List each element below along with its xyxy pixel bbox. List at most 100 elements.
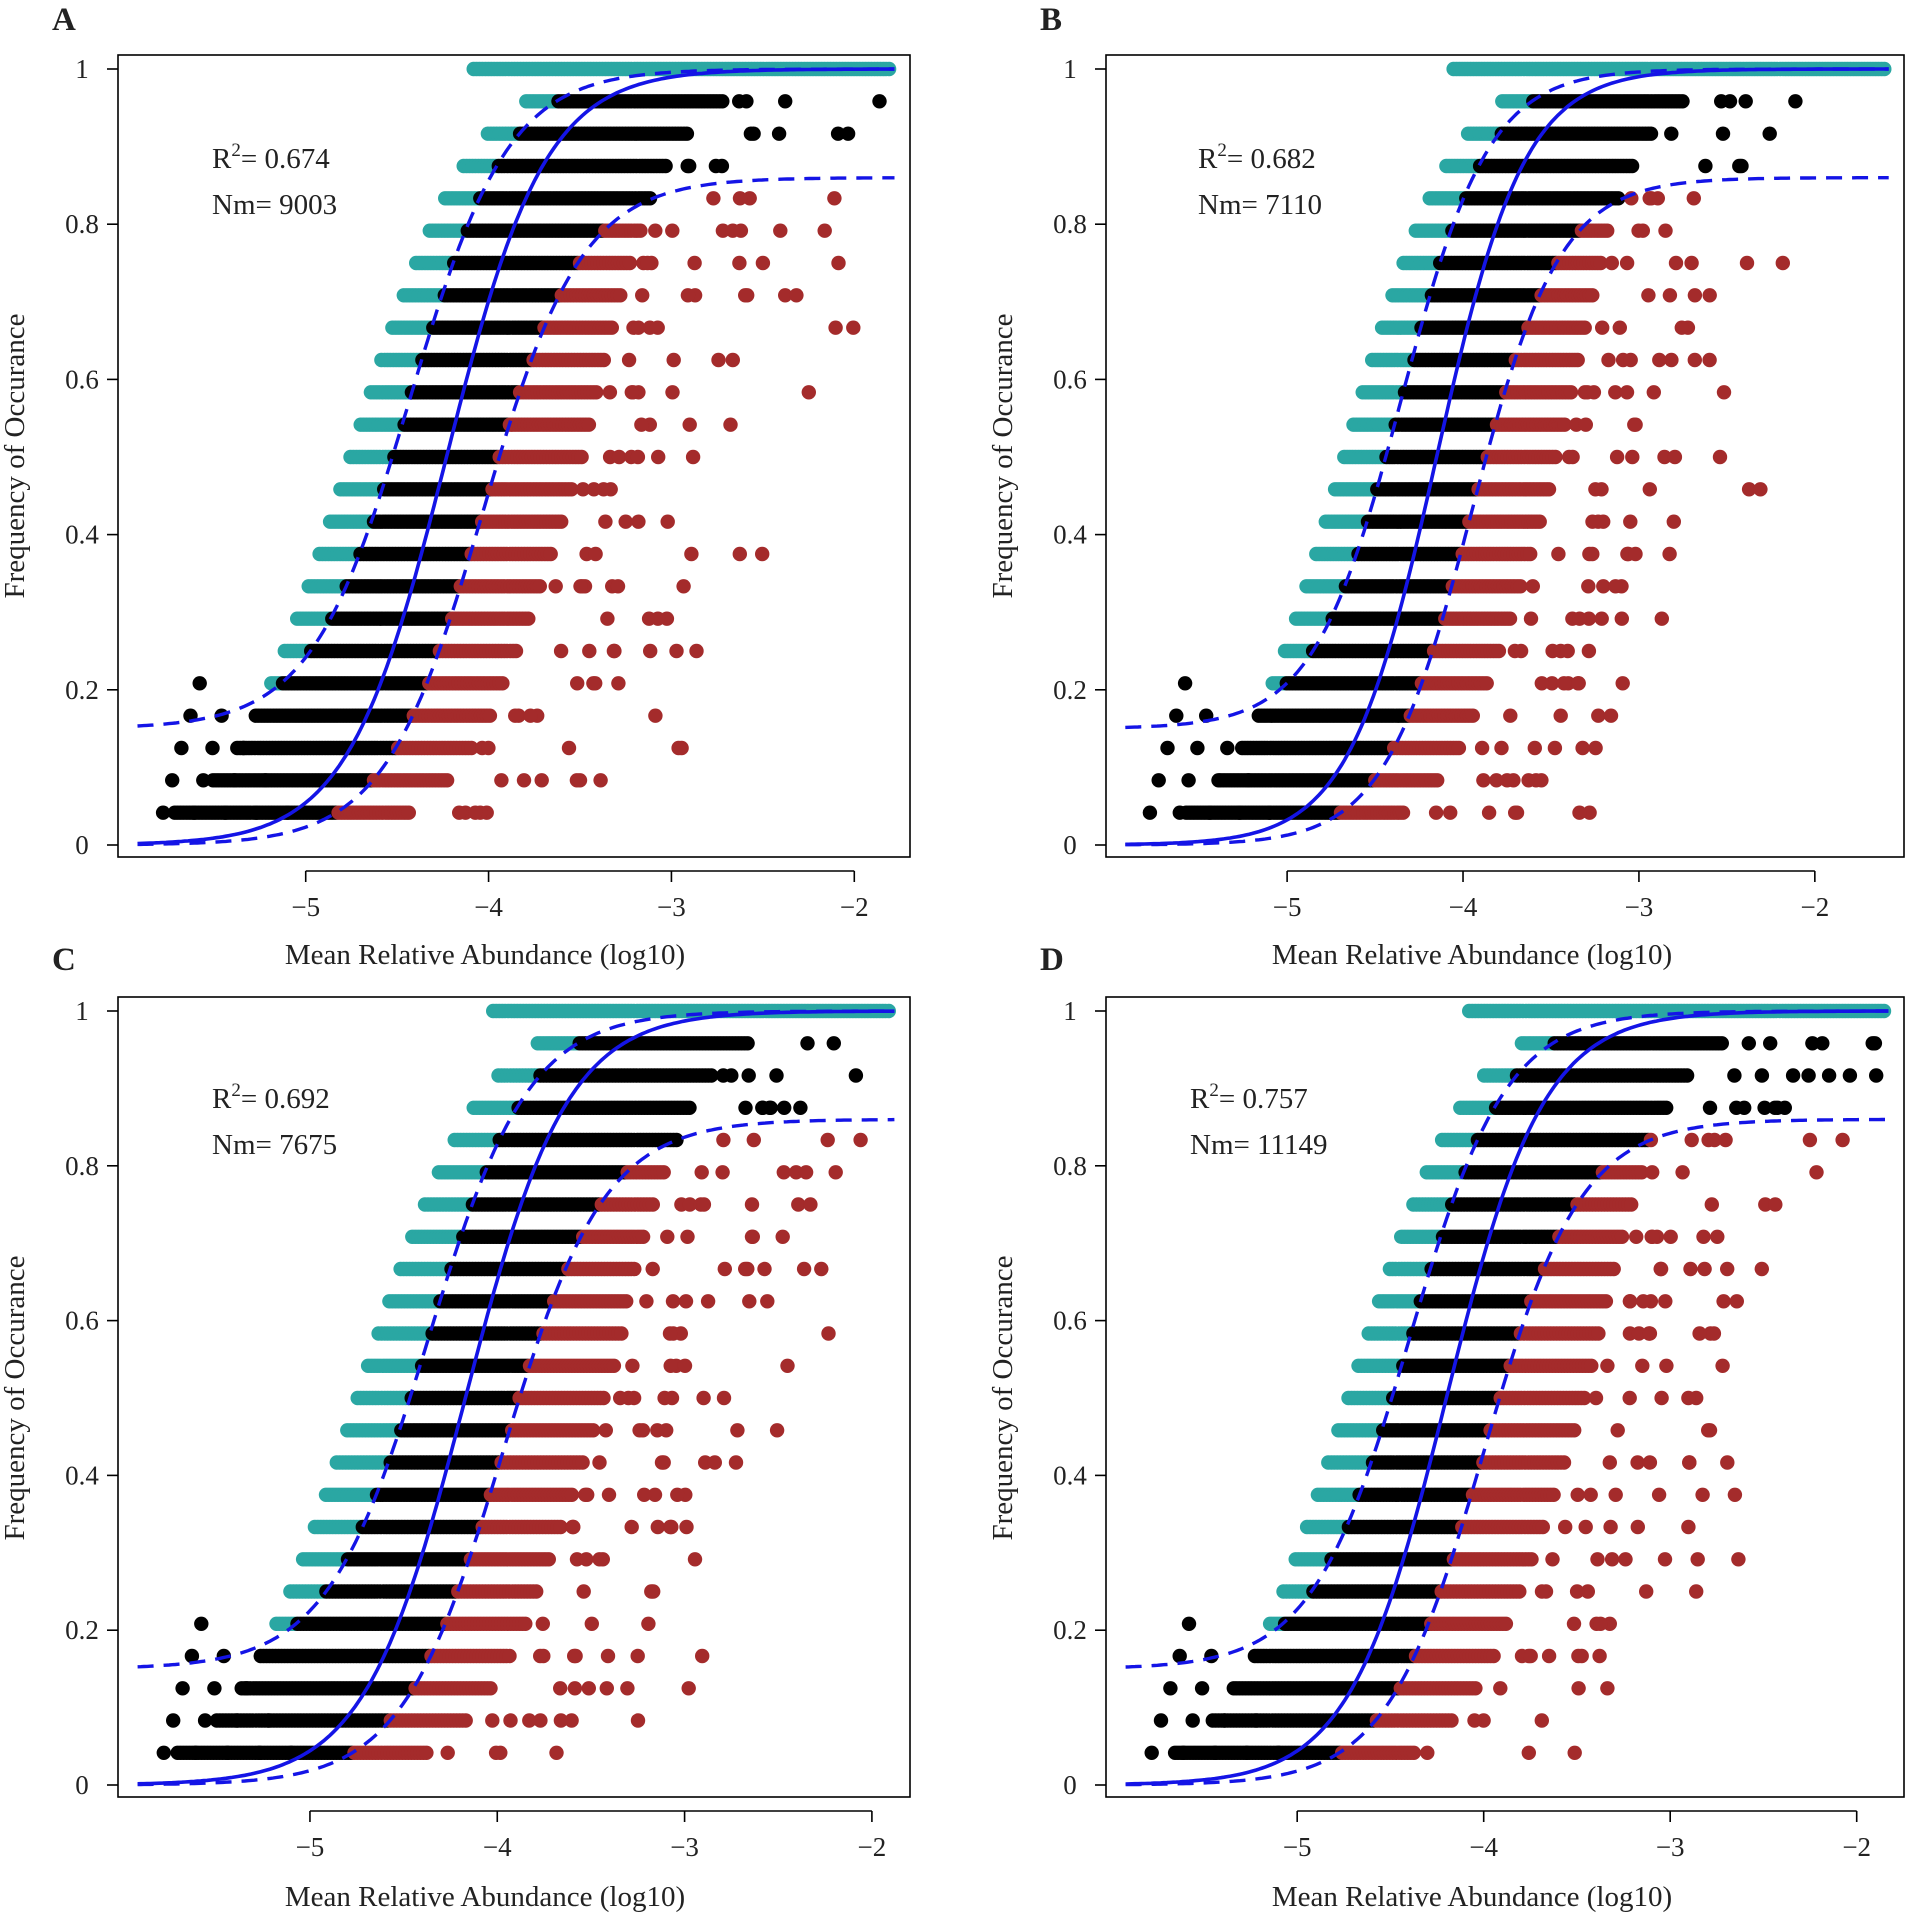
data-point-a (680, 288, 696, 303)
data-point-a (604, 320, 619, 335)
data-point-a (553, 643, 569, 659)
data-point-a (624, 385, 639, 400)
data-point-a (725, 352, 740, 368)
y-tick-label-a: 1 (75, 54, 89, 84)
data-point-b (1581, 643, 1597, 659)
data-point-b (1513, 579, 1528, 594)
data-point-b (1572, 611, 1587, 626)
data-point-c (581, 1681, 596, 1696)
data-point-c (535, 1616, 550, 1632)
y-tick-label-a: 0.8 (65, 209, 99, 239)
data-point-a (642, 191, 658, 206)
data-point-b (1443, 805, 1458, 820)
data-point-b (1667, 449, 1683, 465)
data-point-b (1544, 676, 1560, 691)
data-point-c (440, 1745, 455, 1761)
data-point-b (1494, 740, 1509, 756)
data-point-a (258, 773, 273, 788)
data-point-a (773, 223, 788, 238)
data-point-a (165, 773, 180, 788)
plot-frame-b (1105, 54, 1905, 858)
data-point-a (771, 126, 787, 141)
data-point-b (1594, 611, 1609, 626)
data-point-b (1635, 223, 1651, 238)
data-point-a (827, 191, 842, 206)
data-point-c (529, 1584, 544, 1599)
data-point-b (1548, 449, 1563, 465)
x-tick-label-b: −4 (1449, 892, 1478, 922)
data-point-a (732, 546, 747, 562)
data-point-a (872, 94, 887, 109)
y-axis-title-a: Frequency of Occurance (0, 313, 31, 598)
data-point-b (1525, 579, 1541, 594)
data-point-b (1190, 740, 1205, 756)
data-point-b (1262, 805, 1277, 820)
data-point-a (582, 643, 597, 659)
data-point-a (723, 417, 738, 432)
data-point-a (687, 255, 702, 271)
data-point-b (1547, 740, 1563, 756)
x-tick-label-a: −3 (657, 892, 686, 922)
data-point-a (452, 805, 467, 820)
data-point-b (1712, 449, 1728, 465)
data-point-b (1479, 676, 1494, 691)
data-point-a (651, 449, 666, 465)
data-point-b (1702, 352, 1717, 368)
data-point-b (1491, 643, 1507, 659)
data-point-b (1643, 126, 1659, 141)
data-point-c (419, 1745, 434, 1761)
y-tick-label-a: 0.2 (65, 675, 99, 705)
data-point-c (601, 1487, 617, 1503)
points-layer-a (155, 61, 897, 820)
data-point-a (610, 579, 626, 594)
data-point-c (502, 1648, 517, 1664)
data-point-b (1578, 417, 1594, 432)
x-tick-label-b: −2 (1800, 892, 1829, 922)
panel-letter-b: B (1040, 2, 1062, 38)
data-point-a (711, 352, 726, 368)
data-point-b (1619, 385, 1635, 400)
data-point-b (1503, 708, 1518, 723)
data-point-a (573, 579, 588, 594)
data-point-b (1686, 191, 1702, 206)
data-point-b (1220, 740, 1235, 756)
nm-annotation-b: Nm= 7110 (1198, 189, 1322, 221)
data-point-c (584, 1616, 599, 1632)
data-point-b (1534, 676, 1550, 691)
data-point-a (523, 708, 538, 723)
data-point-b (1608, 579, 1623, 594)
data-point-b (1594, 482, 1609, 497)
x-axis-title-b: Mean Relative Abundance (log10) (1272, 939, 1672, 971)
data-point-b (1562, 449, 1577, 465)
data-point-b (1581, 579, 1596, 594)
data-point-c (681, 1681, 696, 1696)
data-point-a (521, 611, 536, 626)
data-point-b (1582, 805, 1597, 820)
data-point-a (755, 546, 770, 562)
data-point-c (624, 1519, 639, 1535)
data-point-a (682, 158, 697, 174)
data-point-c (599, 1681, 614, 1696)
data-point-a (631, 320, 646, 335)
data-point-b (1169, 708, 1184, 723)
data-point-b (1596, 514, 1611, 529)
data-point-a (689, 643, 704, 659)
data-point-a (630, 449, 646, 465)
data-point-b (1642, 482, 1658, 497)
data-point-b (1674, 320, 1690, 335)
data-point-c (592, 1552, 607, 1567)
data-point-b (1481, 805, 1497, 820)
data-point-a (516, 773, 532, 788)
data-point-a (205, 740, 220, 756)
data-point-a (665, 385, 680, 400)
data-point-a (588, 676, 603, 691)
data-point-a (715, 94, 730, 109)
data-point-b (1623, 352, 1638, 368)
data-point-c (578, 1487, 593, 1503)
data-point-a (439, 773, 455, 788)
data-point-a (508, 708, 523, 723)
data-point-b (1563, 385, 1579, 400)
data-point-a (648, 223, 663, 238)
upper-ci-curve-a (137, 67, 895, 728)
data-point-b (1642, 191, 1657, 206)
